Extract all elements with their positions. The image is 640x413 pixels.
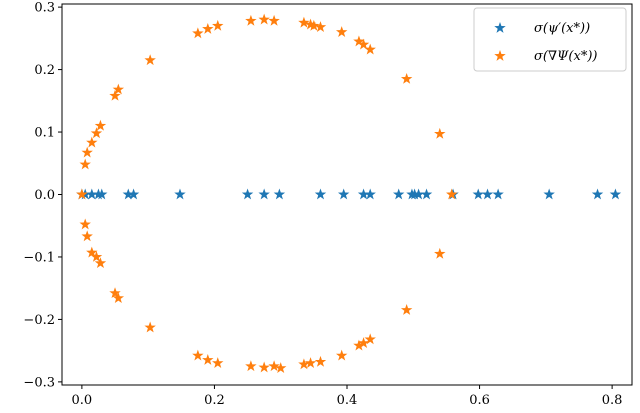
series-2-point-2: [79, 158, 91, 170]
series-2-point-34: [144, 321, 156, 333]
series-2-point-31: [94, 257, 107, 269]
series-1-point-8: [174, 188, 186, 200]
series-2-point-27: [79, 218, 91, 230]
series-2-point-9: [144, 54, 156, 66]
series-2-point-18: [308, 19, 320, 31]
series-1-point-13: [337, 188, 350, 200]
series-2-point-20: [335, 26, 348, 37]
x-tick-label: 0.2: [204, 393, 225, 408]
series-1-point-15: [364, 188, 376, 200]
series-2-point-30: [90, 250, 103, 262]
y-tick-label: 0.2: [34, 63, 55, 78]
series-1-point-12: [314, 188, 327, 200]
series-2-point-41: [275, 362, 287, 373]
series-1-point-11: [273, 188, 286, 200]
series-2-point-25: [434, 127, 446, 139]
series-1-point-6: [122, 188, 134, 200]
series-2-point-14: [258, 13, 270, 25]
series-2-point-37: [212, 357, 224, 368]
y-tick-label: 0.3: [34, 1, 55, 16]
marks-layer: [76, 13, 622, 373]
series-1-point-14: [357, 188, 370, 200]
series-2-point-32: [109, 287, 121, 299]
legend-label-series-1: σ(ψ′(x*)): [534, 21, 590, 36]
series-2-point-43: [304, 357, 317, 368]
y-tick-label: 0.1: [34, 126, 55, 141]
legend-marker-series-2: [494, 50, 506, 61]
series-2-point-4: [86, 136, 98, 148]
series-2-point-6: [94, 119, 107, 131]
series-1-point-26: [591, 188, 604, 200]
x-tick-label: 0.8: [602, 393, 623, 408]
series-1-point-7: [127, 188, 140, 200]
series-1-point-3: [86, 188, 98, 200]
series-2-point-22: [357, 38, 370, 50]
series-1-point-24: [492, 188, 504, 200]
series-2-point-38: [245, 360, 257, 372]
series-2-point-47: [357, 337, 370, 349]
series-1-point-27: [609, 188, 622, 200]
y-tick-label: −0.3: [23, 375, 55, 390]
series-1-point-16: [392, 188, 405, 200]
series-2-point-48: [364, 333, 376, 345]
series-2-point-50: [434, 247, 446, 259]
y-tick-label: −0.2: [23, 313, 55, 328]
series-2-point-35: [192, 349, 204, 361]
series-2-point-19: [314, 21, 327, 32]
series-2-point-44: [314, 355, 327, 367]
series-2-point-8: [112, 83, 125, 95]
series-2-point-24: [400, 72, 413, 84]
series-1-point-10: [258, 188, 270, 200]
series-2-point-23: [364, 43, 376, 55]
series-2-point-26: [446, 188, 458, 200]
series-2-point-33: [112, 292, 125, 304]
series-2-point-10: [192, 27, 204, 39]
series-2-point-13: [245, 14, 257, 26]
legend-box: [473, 7, 627, 72]
series-2-point-29: [86, 246, 98, 258]
series-2-point-16: [298, 16, 310, 28]
x-tick-label: 0.0: [72, 393, 93, 408]
series-2-point-28: [81, 230, 93, 242]
series-1-point-9: [241, 188, 254, 200]
legend-label-series-2: σ(∇Ψ(x*)): [534, 49, 597, 64]
series-2-point-1: [76, 188, 88, 200]
series-1-point-20: [420, 188, 433, 200]
ticks-layer: 0.0 0.2 0.4 0.6 0.8 0.3 0.2 0.1 0.0 −0.1 −0.2 −0.3: [23, 1, 622, 408]
series-2-point-45: [335, 349, 348, 361]
y-tick-label: −0.1: [23, 250, 55, 265]
series-2-point-11: [202, 22, 214, 34]
legend-markers: [494, 22, 506, 61]
legend-marker-series-1: [494, 22, 506, 33]
series-1-point-23: [481, 188, 494, 200]
series-1-point-5: [96, 188, 108, 200]
series-1-point-22: [472, 188, 484, 200]
legend: σ(ψ′(x*)) σ(∇Ψ(x*)): [473, 7, 627, 72]
series-2-point-49: [400, 304, 413, 315]
x-tick-label: 0.6: [469, 393, 490, 408]
x-tick-label: 0.4: [337, 393, 358, 408]
series-2-point-46: [353, 339, 365, 351]
series-2-point-5: [90, 127, 103, 139]
series-2-point-3: [81, 146, 93, 158]
series-2-point-42: [298, 358, 310, 370]
series-2-point-15: [268, 14, 280, 26]
series-2-point-21: [353, 35, 365, 47]
series-1-point-25: [543, 188, 555, 200]
series-2-point-36: [202, 354, 214, 365]
series-2-point-40: [268, 360, 280, 372]
series-2-point-39: [258, 361, 270, 373]
y-tick-label: 0.0: [34, 188, 55, 203]
series-1-point-19: [412, 188, 425, 200]
series-2-point-12: [212, 19, 224, 31]
series-2-point-7: [109, 89, 121, 101]
